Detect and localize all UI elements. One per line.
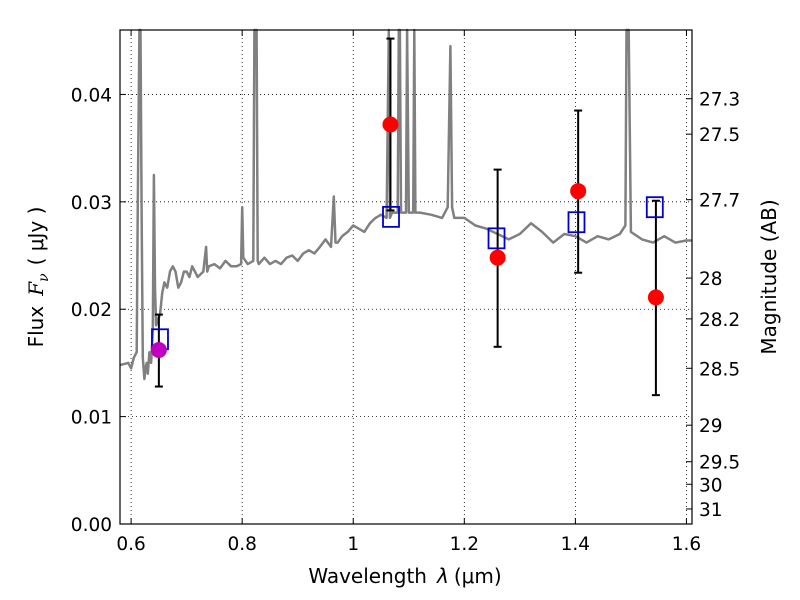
right-tick-label: 28.5 [699,359,740,380]
observed-point [150,342,167,359]
y-axis-label-symbol: F [24,281,48,297]
right-tick-label: 30 [699,475,723,496]
y-tick-label: 0.01 [71,408,112,429]
y-tick-label: 0.00 [71,515,112,536]
model-square-marker [382,205,400,228]
model-square-marker [567,211,586,234]
y-tick-label: 0.03 [71,193,112,214]
x-axis-label-unit: (μm) [454,564,502,588]
right-tick-label: 29 [699,416,723,437]
observed-point [647,289,664,306]
plot-frame [119,29,693,525]
model-square-marker [645,196,664,219]
right-tick-label: 28 [699,269,723,290]
right-tick-label: 27.5 [699,125,740,146]
right-tick-label: 28.2 [699,310,740,331]
y-axis-label-subscript: ν [36,273,52,282]
observed-points [150,116,664,359]
observed-point [489,249,506,266]
model-square-marker [487,227,506,250]
x-tick-label: 1.6 [672,534,701,555]
x-tick-label: 0.8 [227,534,256,555]
observed-point [382,116,399,133]
right-tick-label: 29.5 [699,453,740,474]
x-tick-label: 0.6 [116,534,145,555]
y-tick-label: 0.04 [71,85,112,106]
x-axis-label-word: Wavelength [308,564,427,588]
x-axis-label-symbol: λ [436,564,449,588]
x-axis-label: Wavelength λ (μm) [308,564,501,588]
right-tick-label: 27.3 [699,90,740,111]
y-axis-label-word: Flux [24,306,48,348]
axis-ticks: 0.6 0.8 1 1.2 1.4 1.6 0.00 0.01 0.02 0.03 0.04 27.3… [71,30,740,555]
x-tick-label: 1.2 [450,534,479,555]
observed-point [570,183,587,200]
y-tick-label: 0.02 [71,300,112,321]
y-axis-label: Flux Fν ( μJy ) [24,207,52,348]
y-axis-label-unit: ( μJy ) [24,207,48,266]
x-tick-label: 1 [347,534,359,555]
right-axis-label: Magnitude (AB) [757,199,781,354]
x-tick-label: 1.4 [561,534,590,555]
right-tick-label: 27.7 [699,191,740,212]
right-tick-label: 31 [699,500,723,521]
